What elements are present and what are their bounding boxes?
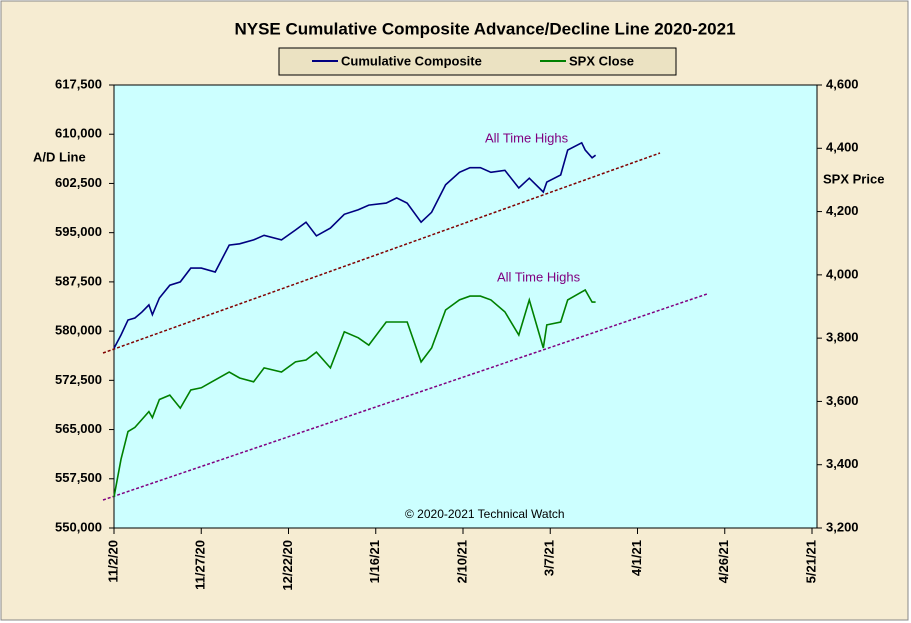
x-tick-label: 12/22/20 [280,540,295,591]
y-tick-label: 565,000 [55,421,102,436]
y2-tick-label: 4,400 [826,140,859,155]
y-tick-label: 602,500 [55,175,102,190]
x-tick-label: 2/10/21 [454,540,469,583]
y2-tick-label: 4,600 [826,76,859,91]
y-axis-label: A/D Line [33,149,86,164]
x-tick-label: 5/21/21 [803,540,818,583]
x-tick-label: 4/1/21 [629,540,644,576]
y-tick-label: 572,500 [55,372,102,387]
annotation: All Time Highs [485,130,569,145]
annotation: All Time Highs [497,269,581,284]
x-tick-label: 11/27/20 [193,540,208,590]
y-tick-label: 587,500 [55,273,102,288]
legend [278,47,677,76]
copyright: © 2020-2021 Technical Watch [405,507,565,521]
trend-line [102,152,661,354]
plot-area [113,84,818,529]
y2-tick-label: 3,600 [826,393,859,408]
y2-tick-label: 4,200 [826,203,859,218]
trend-line [102,293,708,501]
x-tick-label: 1/16/21 [367,540,382,583]
chart-title: NYSE Cumulative Composite Advance/Declin… [234,19,735,38]
y-tick-label: 557,500 [55,470,102,485]
series-line [113,288,596,498]
y2-axis-label: SPX Price [823,171,884,186]
y2-tick-label: 3,800 [826,330,859,345]
y-tick-label: 610,000 [55,126,102,141]
y2-tick-label: 3,200 [826,519,859,534]
y2-tick-label: 4,000 [826,266,859,281]
legend-label: SPX Close [569,53,634,68]
series-line [113,141,597,349]
x-tick-label: 11/2/20 [105,540,120,583]
x-tick-label: 4/26/21 [716,540,731,583]
y-tick-label: 580,000 [55,323,102,338]
y2-tick-label: 3,400 [826,456,859,471]
y-tick-label: 550,000 [55,519,102,534]
legend-label: Cumulative Composite [341,53,482,68]
y-tick-label: 595,000 [55,224,102,239]
x-tick-label: 3/7/21 [542,540,557,576]
y-tick-label: 617,500 [55,76,102,91]
